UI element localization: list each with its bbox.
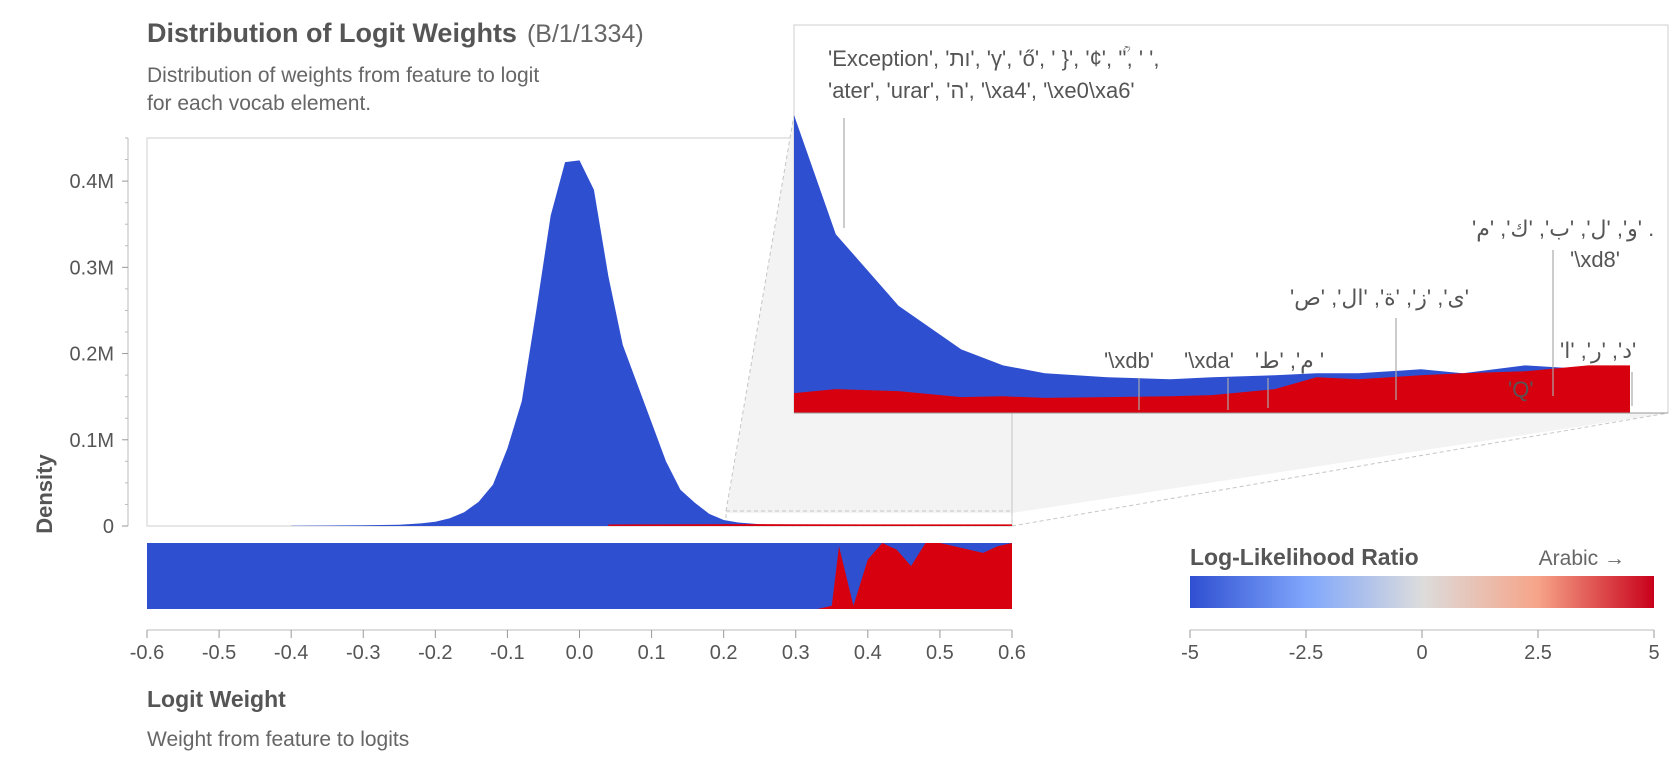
y-tick-label: 0.1M — [70, 430, 114, 452]
x-tick-label: 0.6 — [998, 642, 1026, 664]
x-tick-label: 0.0 — [566, 642, 594, 664]
annotation-exception-line1: 'Exception', 'ות', 'γ', 'ő', ' }', '¢', … — [828, 46, 1159, 71]
colorbar-tick-label: -2.5 — [1289, 642, 1323, 664]
y-tick-label: 0 — [103, 516, 114, 538]
colorbar-title: Log-Likelihood Ratio — [1190, 544, 1419, 570]
colorbar-direction-label: Arabic → — [1539, 547, 1625, 570]
annotation-q: 'Q' — [1508, 377, 1534, 402]
feature-id: (B/1/1334) — [526, 20, 644, 48]
y-axis-title: Density — [32, 454, 57, 534]
annotation-taa: 'م', 'ط ' — [1255, 348, 1324, 373]
x-tick-label: -0.6 — [130, 642, 164, 664]
colorbar-tick-label: 0 — [1416, 642, 1427, 664]
llr-strip-red — [795, 543, 1012, 609]
x-tick-label: 0.2 — [710, 642, 738, 664]
x-axis-subtitle: Weight from feature to logits — [147, 728, 410, 751]
chart-title-text: Distribution of Logit Weights — [147, 18, 517, 48]
annotation-waw: 'و', 'ل', 'ب', 'ك', 'م' . — [1472, 216, 1654, 241]
y-tick-label: 0.3M — [70, 257, 114, 279]
chart-title: Distribution of Logit Weights (B/1/1334) — [147, 18, 644, 49]
zoom-guide-left — [725, 114, 795, 512]
x-tick-label: -0.4 — [274, 642, 308, 664]
subtitle-line-1: Distribution of weights from feature to … — [147, 64, 540, 87]
y-ticks: 0 0.1M 0.2M 0.3M 0.4M — [70, 137, 128, 538]
x-ticks: -0.6 -0.5 -0.4 -0.3 -0.2 -0.1 0.0 0.1 0.2 0.3 0.4 0… — [130, 630, 1026, 664]
x-tick-label: -0.2 — [418, 642, 452, 664]
annotation-xd8: '\xd8' — [1570, 247, 1620, 272]
inset-area-red — [794, 365, 1630, 413]
y-tick-label: 0.2M — [70, 344, 114, 366]
zoom-guide-right — [1011, 412, 1669, 527]
x-axis-title: Logit Weight — [147, 686, 286, 712]
x-tick-label: 0.5 — [926, 642, 954, 664]
colorbar-tick-label: 2.5 — [1524, 642, 1552, 664]
x-tick-label: -0.1 — [490, 642, 524, 664]
x-tick-label: 0.3 — [782, 642, 810, 664]
chart-subtitle: Distribution of weights from feature to … — [147, 62, 687, 118]
colorbar-ticks: -5 -2.5 0 2.5 5 — [1181, 630, 1660, 664]
density-area-red — [608, 524, 1012, 526]
annotation-xda: '\xda' — [1184, 348, 1234, 373]
x-tick-label: -0.5 — [202, 642, 236, 664]
colorbar-tick-label: -5 — [1181, 642, 1199, 664]
colorbar-gradient — [1190, 576, 1654, 608]
annotation-xdb: '\xdb' — [1104, 348, 1154, 373]
colorbar-tick-label: 5 — [1648, 642, 1659, 664]
annotation-sad: 'ى', 'ز', 'ة', 'ال', 'ص' — [1290, 285, 1469, 311]
subtitle-line-2: for each vocab element. — [147, 92, 372, 115]
density-area-blue — [291, 160, 1013, 526]
x-tick-label: 0.1 — [638, 642, 666, 664]
annotation-dal: 'د', 'ر', 'ا' — [1560, 338, 1636, 363]
y-tick-label: 0.4M — [70, 171, 114, 193]
x-tick-label: 0.4 — [854, 642, 882, 664]
annotation-exception-line2: 'ater', 'urar', 'ה', '\xa4', '\xe0\xa6' — [828, 78, 1135, 103]
x-tick-label: -0.3 — [346, 642, 380, 664]
